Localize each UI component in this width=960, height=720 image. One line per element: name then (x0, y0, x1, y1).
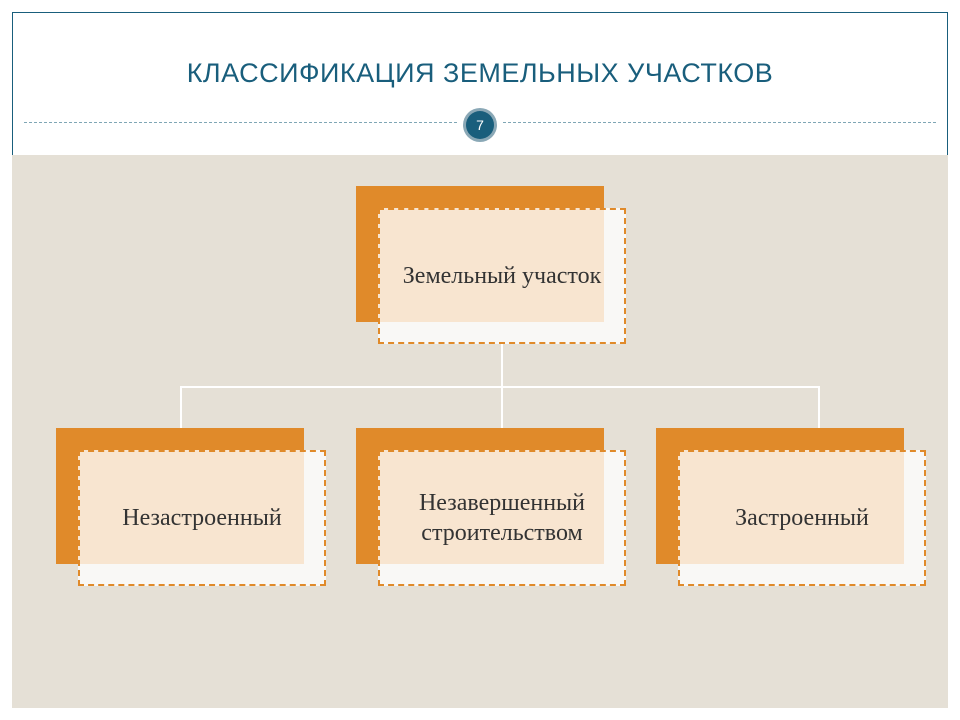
connector-mid-down (501, 386, 503, 428)
page-title: КЛАССИФИКАЦИЯ ЗЕМЕЛЬНЫХ УЧАСТКОВ (0, 58, 960, 89)
slide-number-inner: 7 (466, 111, 494, 139)
connector-right-down (818, 386, 820, 428)
child-node-1: Незавершенный строительством (378, 450, 626, 586)
connector-hbar (180, 386, 820, 388)
child-node-2: Застроенный (678, 450, 926, 586)
child-node-label-0: Незастроенный (122, 503, 281, 533)
slide-number-badge: 7 (463, 108, 497, 142)
connector-left-down (180, 386, 182, 428)
root-node-label: Земельный участок (403, 261, 601, 291)
connector-root-down (501, 344, 503, 386)
slide: КЛАССИФИКАЦИЯ ЗЕМЕЛЬНЫХ УЧАСТКОВ 7 Земел… (0, 0, 960, 720)
title-divider-right (503, 122, 936, 123)
page-title-text: КЛАССИФИКАЦИЯ ЗЕМЕЛЬНЫХ УЧАСТКОВ (187, 58, 774, 88)
child-node-0: Незастроенный (78, 450, 326, 586)
child-node-label-1: Незавершенный строительством (388, 488, 616, 548)
child-node-label-2: Застроенный (735, 503, 869, 533)
title-divider-left (24, 122, 457, 123)
slide-number: 7 (476, 117, 484, 133)
root-node: Земельный участок (378, 208, 626, 344)
